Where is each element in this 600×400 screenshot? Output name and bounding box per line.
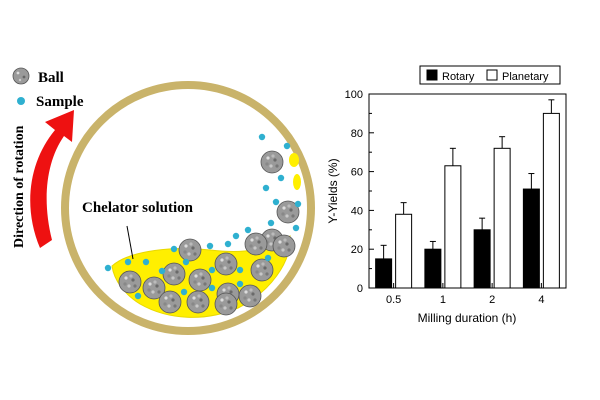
sample-dot: [142, 258, 150, 266]
error-bar-planetary-2: [499, 136, 506, 149]
sample-dot: [283, 142, 291, 150]
solution-droplet: [293, 174, 301, 190]
ball: [244, 232, 268, 256]
sample-dot: [244, 226, 252, 234]
legend-sample-icon: [17, 97, 25, 105]
sample-dot: [272, 198, 280, 206]
bar-rotary-2: [473, 229, 491, 289]
y-tick-label: 0: [357, 283, 363, 295]
bar-rotary-1: [424, 248, 442, 289]
x-axis-label: Milling duration (h): [418, 311, 517, 325]
sample-dot: [277, 174, 285, 182]
x-tick-label: 0.5: [386, 294, 401, 306]
jar-outline: [61, 81, 315, 335]
sample-dot: [224, 240, 232, 248]
sample-dot: [124, 258, 132, 266]
sample-dot: [292, 224, 300, 232]
sample-dot: [258, 133, 266, 141]
x-tick-label: 1: [440, 294, 446, 306]
ball: [186, 290, 210, 314]
ball: [272, 234, 296, 258]
error-bar-rotary-4: [528, 173, 535, 190]
bar-planetary-0.5: [395, 213, 413, 289]
sample-dot: [180, 288, 188, 296]
y-tick-label: 80: [351, 128, 363, 140]
error-bars: [380, 99, 555, 259]
bar-rotary-4: [522, 188, 540, 289]
y-tick-label: 40: [351, 205, 363, 217]
legend-planetary-label: Planetary: [502, 71, 549, 83]
error-bar-rotary-2: [479, 217, 486, 230]
bar-rotary-0.5: [375, 258, 393, 289]
legend-rotary-label: Rotary: [442, 71, 475, 83]
error-bar-rotary-0.5: [380, 244, 387, 259]
ball: [260, 150, 284, 174]
sample-dot: [236, 280, 244, 288]
legend-sample-label: Sample: [36, 94, 84, 110]
ball: [276, 200, 300, 224]
y-axis-label: Y-Yields (%): [326, 158, 340, 223]
y-tick-label: 20: [351, 244, 363, 256]
samples-group: [104, 133, 302, 300]
ball: [238, 284, 262, 308]
legend-ball-label: Ball: [38, 70, 64, 86]
sample-dot: [134, 292, 142, 300]
legend-ball-icon: [12, 67, 30, 85]
sample-dot: [262, 184, 270, 192]
sample-dot: [294, 200, 302, 208]
ball: [178, 238, 202, 262]
error-bar-rotary-1: [429, 240, 436, 250]
x-tick-label: 4: [538, 294, 544, 306]
balls-group: [118, 150, 300, 316]
sample-dot: [236, 266, 244, 274]
rotation-arrow: [30, 110, 74, 248]
error-bar-planetary-0.5: [400, 202, 407, 215]
yield-bar-chart: 0 20 40 60 80 100 0.5 1 2 4 Rotary Planetary Y-Y…: [326, 65, 567, 325]
ball: [188, 268, 212, 292]
ball: [214, 252, 238, 276]
sample-dot: [208, 266, 216, 274]
chelator-pointer-line: [126, 225, 134, 260]
sample-dot: [267, 219, 275, 227]
rotation-label: Direction of rotation: [12, 125, 27, 248]
legend-rotary-swatch: [426, 69, 438, 81]
chelator-label: Chelator solution: [82, 200, 194, 216]
y-tick-label: 100: [345, 89, 363, 101]
ball: [214, 292, 238, 316]
sample-dot: [232, 232, 240, 240]
sample-dot: [208, 284, 216, 292]
ball: [158, 290, 182, 314]
ball: [162, 262, 186, 286]
sample-dot: [206, 242, 214, 250]
ball: [142, 276, 166, 300]
x-tick-label: 2: [489, 294, 495, 306]
bar-planetary-2: [493, 147, 511, 289]
y-tick-label: 60: [351, 167, 363, 179]
sample-dot: [170, 245, 178, 253]
sample-dot: [264, 254, 272, 262]
milling-jar-diagram: Ball Sample Direction of rotation Chelat…: [12, 67, 315, 335]
bars: [375, 112, 560, 289]
legend-planetary-swatch: [486, 69, 498, 81]
solution-droplet: [289, 153, 299, 167]
y-axis: 0 20 40 60 80 100: [345, 89, 374, 295]
sample-dot: [158, 267, 166, 275]
ball: [118, 270, 142, 294]
x-axis: 0.5 1 2 4: [386, 283, 544, 306]
error-bar-planetary-1: [449, 147, 456, 166]
error-bar-planetary-4: [548, 99, 555, 114]
sample-dot: [182, 258, 190, 266]
sample-dot: [104, 264, 112, 272]
ball: [250, 258, 274, 282]
bar-planetary-4: [542, 112, 560, 289]
bar-planetary-1: [444, 165, 462, 289]
